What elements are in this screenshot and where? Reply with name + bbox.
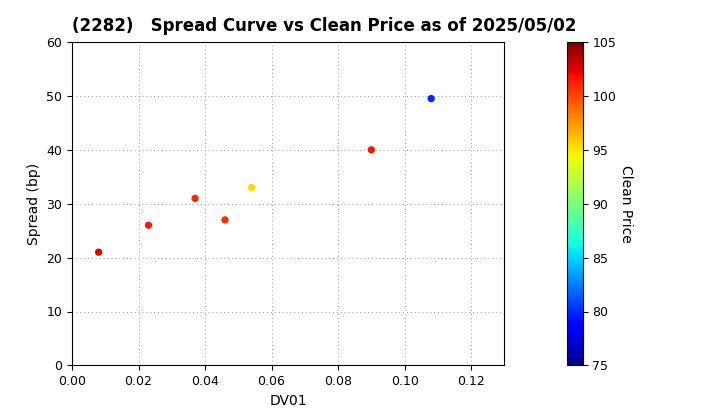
Point bbox=[366, 147, 377, 153]
Point bbox=[93, 249, 104, 255]
Y-axis label: Clean Price: Clean Price bbox=[619, 165, 633, 243]
Point bbox=[219, 217, 230, 223]
Text: (2282)   Spread Curve vs Clean Price as of 2025/05/02: (2282) Spread Curve vs Clean Price as of… bbox=[72, 17, 577, 35]
Point bbox=[426, 95, 437, 102]
Y-axis label: Spread (bp): Spread (bp) bbox=[27, 163, 41, 245]
Point bbox=[246, 184, 257, 191]
Point bbox=[189, 195, 201, 202]
X-axis label: DV01: DV01 bbox=[269, 394, 307, 408]
Point bbox=[143, 222, 154, 228]
